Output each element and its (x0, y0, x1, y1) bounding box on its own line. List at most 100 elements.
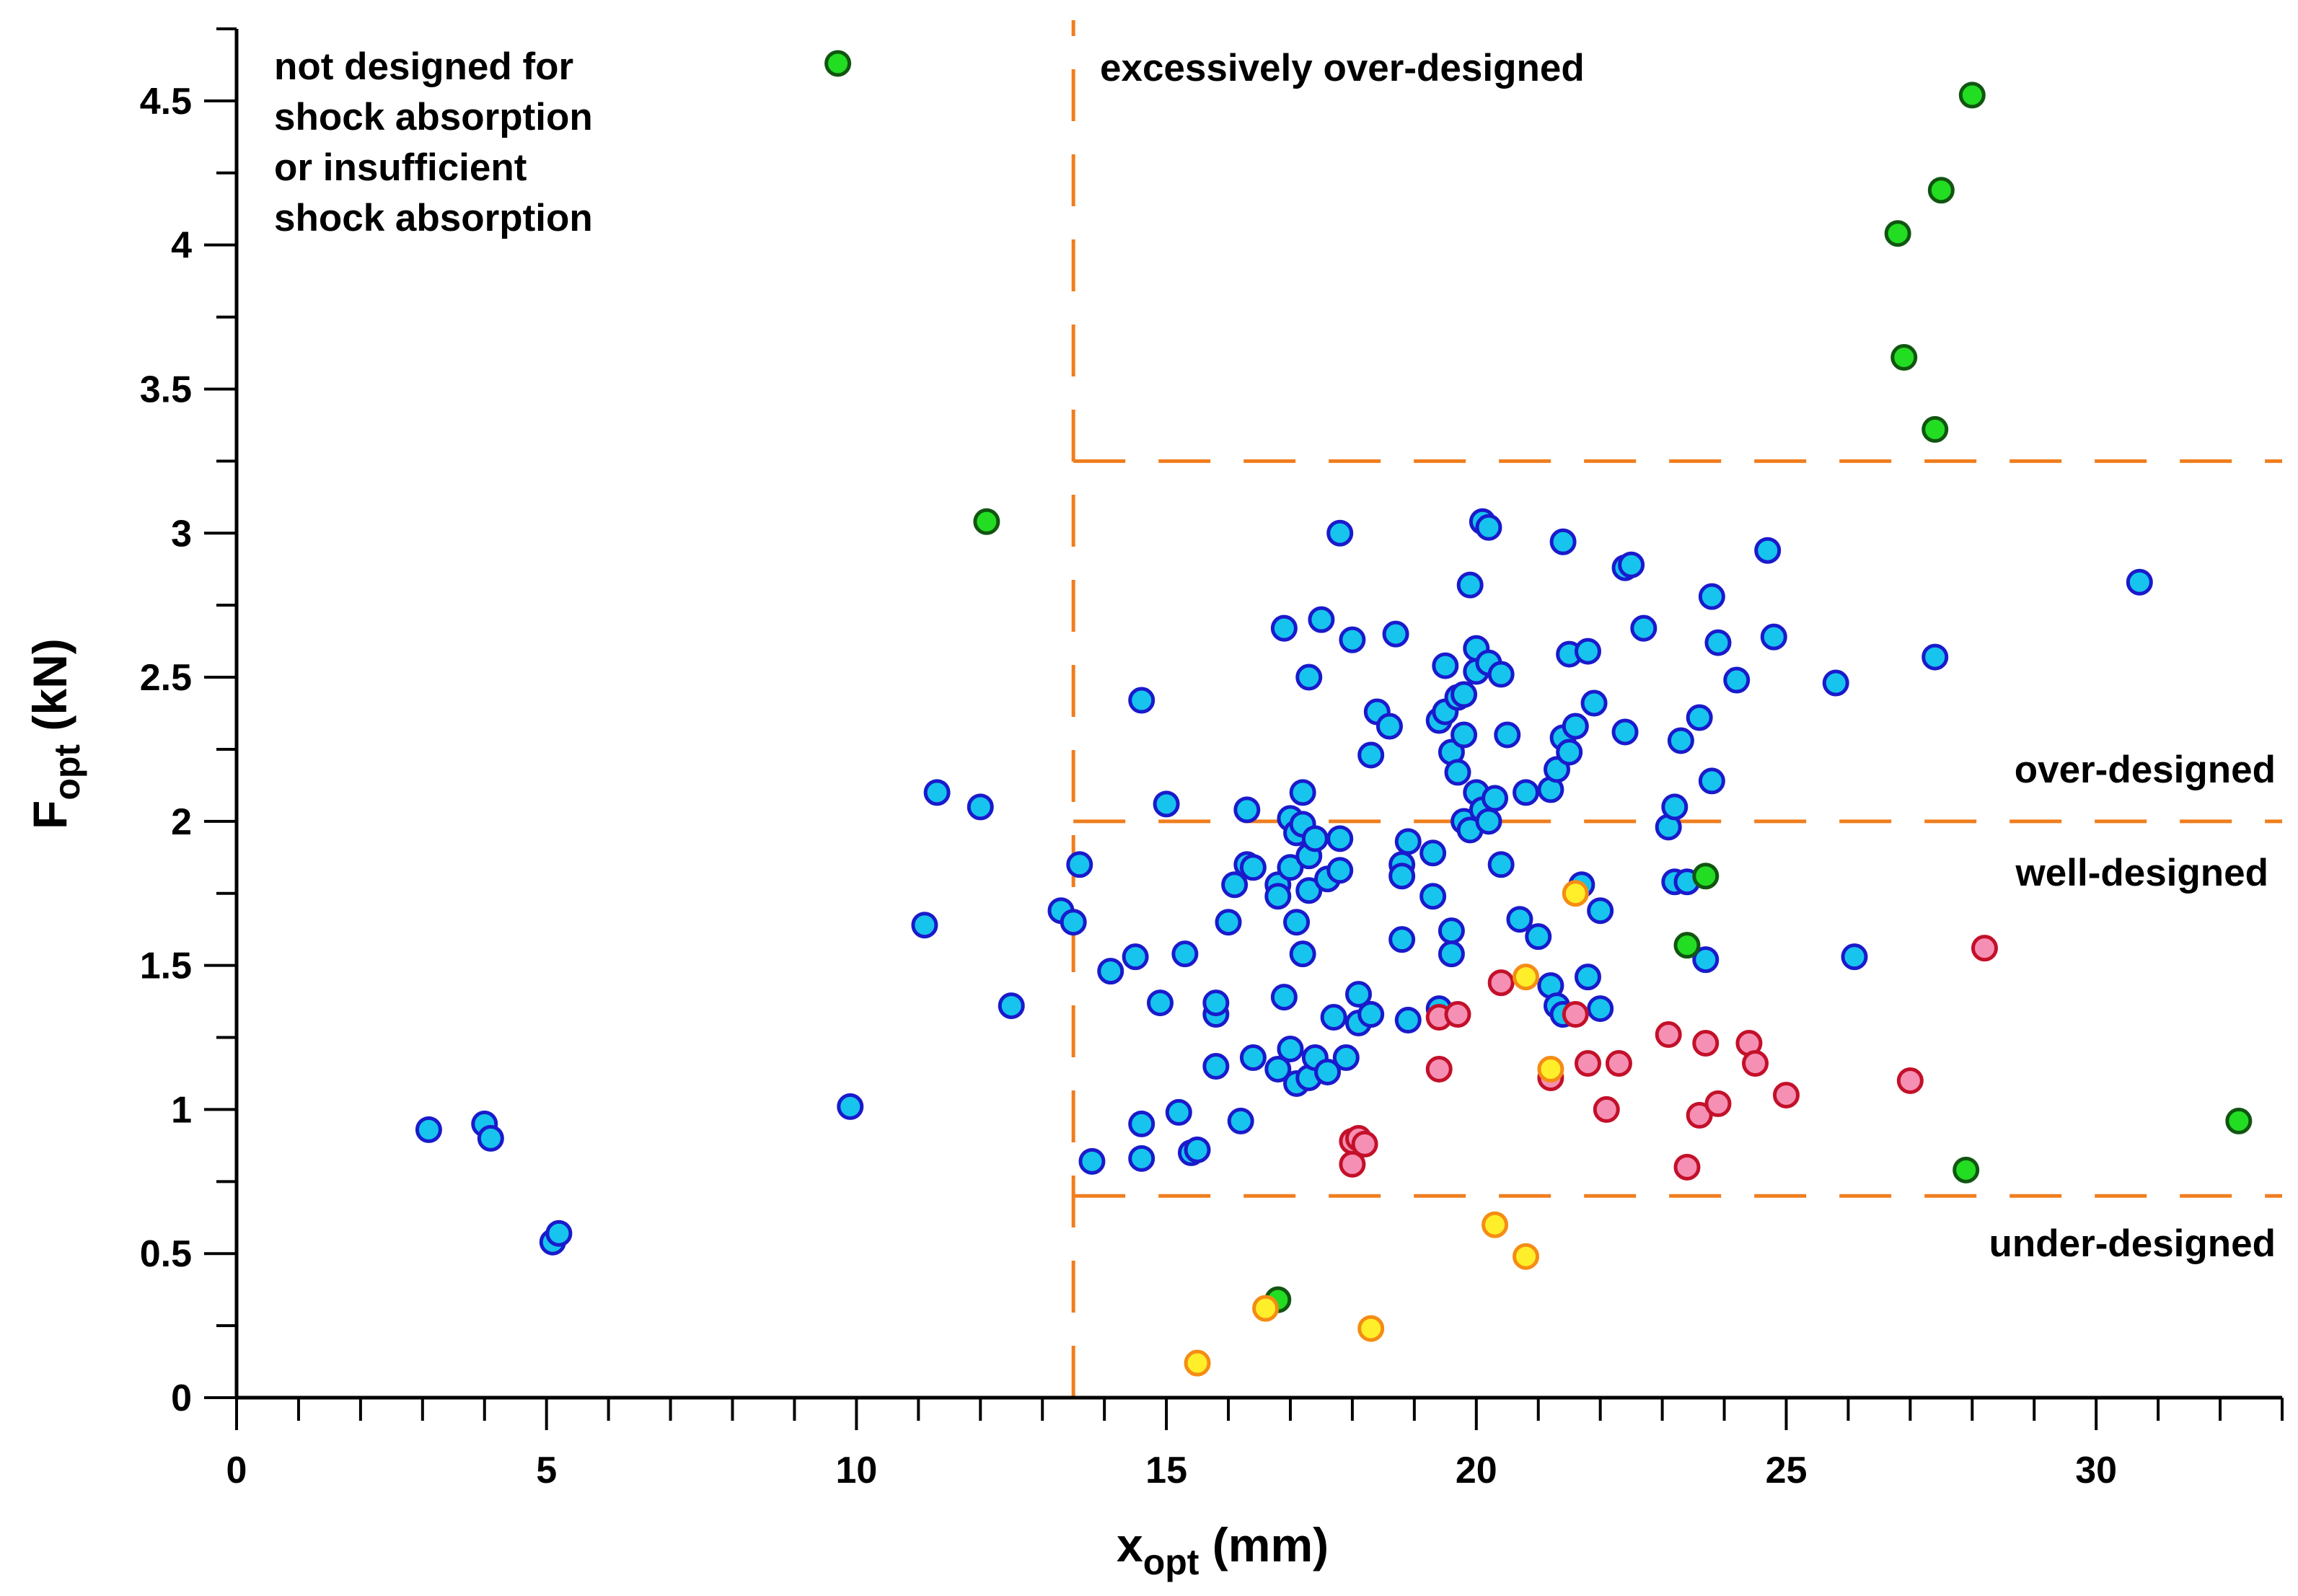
point-blue (1270, 614, 1298, 642)
point-blue (1264, 883, 1292, 910)
point-pink (1425, 1055, 1453, 1083)
point-blue (1060, 909, 1087, 936)
point-blue (1308, 606, 1335, 633)
point-blue (1432, 652, 1459, 679)
point-yellow (1513, 1243, 1540, 1270)
y-axis-title-unit: (kN) (23, 638, 76, 744)
point-blue (1394, 828, 1422, 855)
point-blue (1394, 1007, 1422, 1034)
point-blue (837, 1093, 864, 1120)
point-pink (1896, 1067, 1924, 1094)
point-blue (1277, 854, 1304, 881)
point-blue (1388, 863, 1416, 890)
x-axis-title-unit: (mm) (1199, 1518, 1329, 1571)
point-blue (1066, 851, 1093, 878)
point-blue (1475, 808, 1502, 835)
point-pink (1971, 935, 1998, 962)
point-blue (1438, 940, 1465, 968)
point-blue (1301, 825, 1329, 852)
point-blue (1153, 790, 1180, 818)
point-pink (1605, 1049, 1632, 1077)
y-tick-label: 1.5 (140, 945, 192, 987)
point-pink (1686, 1101, 1713, 1129)
point-green (1692, 863, 1720, 890)
point-pink (1673, 1153, 1701, 1181)
point-pink (1772, 1081, 1800, 1108)
point-blue (1146, 989, 1174, 1017)
point-blue (1760, 623, 1787, 651)
point-blue (1723, 666, 1751, 694)
point-blue (1692, 946, 1720, 974)
point-blue (1202, 1052, 1230, 1080)
x-tick-label: 30 (2075, 1450, 2117, 1491)
point-blue (1122, 943, 1149, 971)
point-blue (1587, 995, 1614, 1023)
point-blue (1487, 661, 1515, 688)
point-blue (1444, 759, 1471, 786)
point-blue (1580, 689, 1608, 717)
point-blue (1574, 964, 1601, 991)
x-tick-label: 25 (1766, 1450, 1808, 1491)
point-blue (1345, 981, 1373, 1008)
point-blue (967, 793, 994, 821)
point-green (2225, 1107, 2253, 1134)
point-blue (1487, 851, 1515, 878)
point-blue (1456, 571, 1484, 599)
point-blue (1450, 721, 1478, 749)
point-blue (1698, 583, 1725, 610)
y-tick-label: 1 (171, 1089, 192, 1131)
annotation-over-designed: over-designed (2015, 749, 2276, 791)
point-blue (1556, 739, 1583, 766)
annotation-not-designed: not designed for shock absorption or ins… (274, 45, 603, 239)
point-blue (1128, 687, 1155, 714)
x-tick-label: 20 (1456, 1450, 1497, 1491)
point-blue (1320, 1004, 1347, 1031)
point-blue (1165, 1098, 1192, 1126)
point-blue (1754, 537, 1782, 564)
point-blue (1382, 620, 1409, 648)
point-blue (1289, 940, 1316, 968)
point-yellow (1357, 1315, 1385, 1342)
point-pink (1351, 1130, 1378, 1158)
point-green (1921, 415, 1949, 443)
point-yellow (1537, 1055, 1564, 1083)
point-blue (1277, 1036, 1304, 1063)
point-blue (545, 1220, 573, 1247)
point-pink (1655, 1021, 1682, 1049)
point-green (1927, 177, 1955, 204)
point-green (973, 508, 1000, 535)
point-blue (1227, 1107, 1254, 1134)
point-blue (1239, 1044, 1267, 1071)
threshold-lines (1071, 20, 2282, 1398)
point-green (824, 50, 852, 77)
point-blue (1661, 793, 1689, 821)
point-green (1673, 932, 1701, 959)
point-blue (1326, 519, 1354, 547)
y-tick-label: 3 (171, 513, 192, 555)
point-blue (1494, 721, 1521, 749)
point-blue (1171, 940, 1199, 968)
point-blue (911, 912, 938, 939)
point-blue (1388, 926, 1416, 953)
annotation-line: shock absorption (274, 197, 593, 239)
point-blue (1270, 984, 1298, 1011)
x-tick-label: 5 (536, 1450, 557, 1491)
point-blue (1618, 551, 1645, 578)
point-blue (1506, 906, 1533, 933)
point-green (1953, 1156, 1980, 1183)
point-green (1958, 81, 1986, 109)
point-blue (1221, 871, 1249, 899)
point-blue (1921, 643, 1949, 671)
point-blue (1704, 629, 1732, 656)
point-blue (1339, 626, 1366, 653)
point-blue (1215, 909, 1242, 936)
y-tick-label: 0.5 (140, 1233, 192, 1275)
point-blue (1562, 713, 1589, 740)
point-blue (1482, 785, 1509, 812)
point-blue (1419, 839, 1447, 867)
point-blue (1097, 958, 1124, 985)
point-blue (923, 779, 951, 806)
data-points (415, 50, 2253, 1377)
point-yellow (1513, 964, 1540, 991)
annotation-line: shock absorption (274, 96, 593, 138)
